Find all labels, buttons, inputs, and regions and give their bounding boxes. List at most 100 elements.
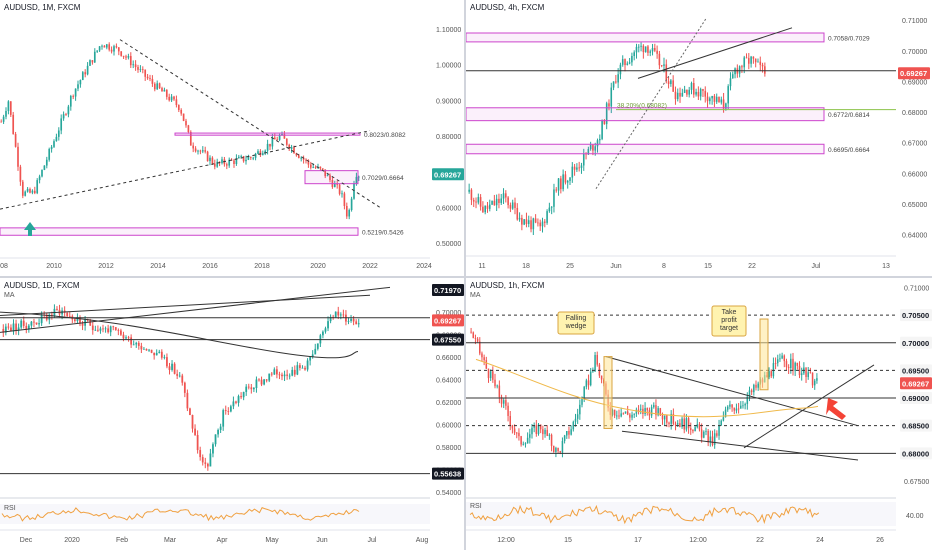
daily-candle [191, 415, 194, 429]
h4-candle [764, 66, 766, 74]
h1-candle [685, 418, 688, 430]
h1-candle [568, 431, 570, 435]
panel-divider-horizontal[interactable] [0, 276, 932, 278]
daily-candle [199, 450, 202, 458]
h4-candle [516, 207, 519, 220]
h4-candle [482, 206, 484, 213]
daily-rsi-label: RSI [4, 505, 16, 512]
monthly-candle [103, 45, 106, 48]
h1-candle [711, 436, 714, 445]
h4-candle [484, 205, 486, 213]
monthly-candle [187, 125, 190, 132]
daily-price-tag-text: 0.71970 [434, 286, 461, 295]
chart-panel-monthly[interactable]: 0.8023/0.8082 0.7029/0.6664 0.5219/0.5426 1… [0, 0, 464, 276]
h1-candle [694, 427, 696, 432]
h4-candle [541, 221, 544, 227]
monthly-candle [139, 69, 142, 70]
monthly-candle [201, 150, 204, 152]
chart-canvas-4h[interactable]: 0.7058/0.7029 0.6772/0.6814 0.6695/0.6664 3… [466, 0, 932, 276]
daily-candle [250, 387, 253, 390]
h1-candle [670, 413, 672, 424]
h4-candle [509, 205, 512, 209]
h1-candle [657, 408, 659, 416]
daily-candle [186, 392, 189, 409]
h1-candle [705, 430, 707, 432]
daily-candle [339, 314, 342, 316]
monthly-candle [9, 101, 12, 115]
monthly-candle [269, 143, 271, 147]
panel-divider-vertical[interactable] [464, 0, 466, 550]
daily-xtick: May [265, 537, 279, 544]
h1-candle [624, 411, 627, 414]
chart-canvas-daily[interactable]: 0.720000.700000.680000.660000.640000.620… [0, 278, 464, 550]
h1-candle [620, 413, 622, 417]
h1-xtick: 12:00 [497, 537, 515, 544]
h4-candle [734, 68, 736, 75]
monthly-candle [31, 190, 34, 193]
chart-panel-daily[interactable]: 0.720000.700000.680000.660000.640000.620… [0, 278, 464, 550]
chart-canvas-monthly[interactable]: 0.8023/0.8082 0.7029/0.6664 0.5219/0.5426 1… [0, 0, 464, 276]
daily-candle [334, 311, 337, 318]
h1-candle [668, 422, 670, 424]
monthly-candle [271, 137, 274, 147]
h4-candle [495, 198, 498, 206]
daily-candle [163, 357, 166, 358]
h4-candle [631, 56, 633, 63]
h1-candle [663, 415, 666, 420]
monthly-candle [74, 88, 77, 97]
h4-candle [608, 103, 610, 107]
h1-candle [783, 355, 786, 362]
h1-level-tag-text: 0.69000 [902, 394, 929, 403]
h4-candle [589, 145, 592, 150]
daily-candle [352, 318, 355, 322]
chart-panel-4h[interactable]: 0.7058/0.7029 0.6772/0.6814 0.6695/0.6664 3… [466, 0, 932, 276]
daily-candle [22, 320, 25, 326]
monthly-candle [33, 190, 36, 194]
monthly-candle [91, 60, 94, 63]
indicator-label-ma-1h: MA [470, 292, 481, 299]
h1-candle [724, 409, 727, 418]
h4-candle [610, 87, 613, 107]
monthly-candle [180, 109, 183, 114]
h4-candle [722, 99, 725, 109]
daily-candle [171, 363, 173, 370]
h4-candle [626, 63, 629, 66]
h4-candle [690, 83, 693, 90]
h4-candle [656, 50, 658, 54]
monthly-candle [38, 176, 41, 181]
h4-candle [647, 46, 649, 53]
h1-candle [498, 385, 501, 398]
h4-candle [527, 220, 530, 225]
daily-candle [201, 457, 204, 463]
daily-candle [350, 318, 352, 321]
monthly-candle [149, 78, 151, 80]
h1-candle [687, 418, 690, 429]
monthly-candle [314, 167, 317, 169]
monthly-candle [122, 55, 125, 57]
h1-wedge-lower [621, 430, 859, 461]
h1-candle [635, 409, 638, 414]
monthly-candle [221, 159, 223, 164]
daily-tick: 0.62000 [436, 400, 461, 407]
h1-candle [507, 405, 509, 416]
h1-candle [516, 432, 518, 434]
monthly-candle [151, 78, 154, 84]
h1-candle [737, 408, 740, 410]
h4-candle [745, 57, 748, 59]
daily-tick: 0.54000 [436, 490, 461, 497]
daily-candle [355, 321, 358, 325]
h1-candle [718, 425, 720, 436]
daily-candle [140, 345, 143, 350]
h4-xtick: Jun [610, 263, 621, 270]
h1-candle [772, 363, 775, 377]
h4-candle [560, 178, 562, 190]
h4-candle [743, 57, 746, 68]
h1-candle [661, 415, 664, 420]
monthly-candle [50, 146, 53, 150]
h4-candle [663, 64, 665, 66]
daily-candle [255, 379, 258, 389]
h4-candle [518, 217, 521, 220]
monthly-tick: 0.80000 [436, 134, 461, 141]
